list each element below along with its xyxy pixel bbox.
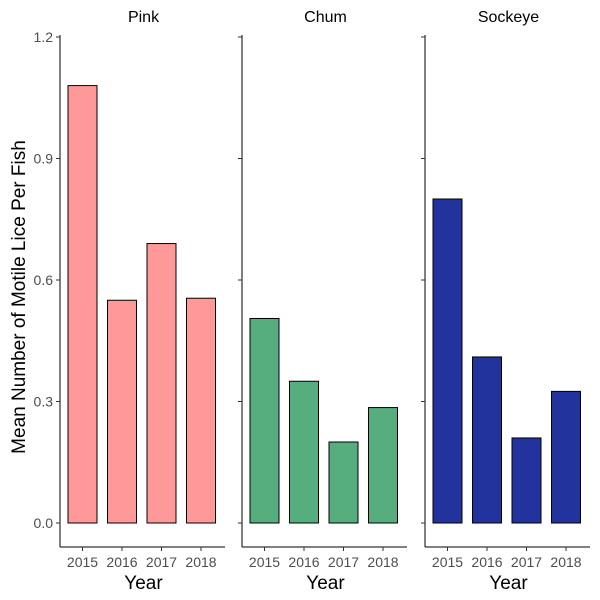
bar-sockeye-2018 <box>551 390 581 524</box>
bar-chum-2016 <box>289 380 319 524</box>
y-tick-label: 0.0 <box>34 515 54 531</box>
panel-title: Pink <box>128 9 160 26</box>
bar-chum-2015 <box>249 317 280 524</box>
y-tick-label: 0.6 <box>34 272 54 288</box>
x-tick-label: 2015 <box>67 554 98 570</box>
x-tick-label: 2015 <box>432 554 463 570</box>
panel-sockeye: Sockeye 2015 2016 2017 2018 Year <box>421 9 590 594</box>
x-tick-label: 2018 <box>367 554 398 570</box>
x-axis-title: Year <box>306 573 345 594</box>
bar-chum-2017 <box>328 441 359 524</box>
x-tick-label: 2018 <box>185 554 216 570</box>
x-tick-label: 2016 <box>288 554 319 570</box>
x-tick-label: 2016 <box>471 554 502 570</box>
bar-sockeye-2017 <box>511 437 542 524</box>
x-tick-label: 2017 <box>511 554 542 570</box>
bar-pink-2018 <box>186 297 216 524</box>
x-axis-title: Year <box>489 573 528 594</box>
bar-pink-2017 <box>146 243 177 524</box>
x-tick-label: 2016 <box>106 554 137 570</box>
x-axis-title: Year <box>124 573 163 594</box>
y-tick-label: 0.9 <box>34 151 54 167</box>
bar-sockeye-2016 <box>472 356 502 524</box>
bar-chum-2018 <box>368 407 398 524</box>
panel-chum: Chum 2015 2016 2017 2018 Year <box>238 9 407 594</box>
panel-pink: Pink 0.0 0.3 0.6 0.9 1.2 2015 2016 2017 2018 Year <box>34 9 225 594</box>
y-tick-label: 0.3 <box>34 394 54 410</box>
x-tick-label: 2018 <box>550 554 581 570</box>
panel-title: Sockeye <box>478 9 539 26</box>
bar-pink-2015 <box>67 85 98 524</box>
y-axis-title: Mean Number of Motile Lice Per Fish <box>9 140 30 454</box>
bar-pink-2016 <box>107 299 137 524</box>
x-tick-label: 2017 <box>328 554 359 570</box>
y-tick-label: 1.2 <box>34 29 54 45</box>
x-tick-label: 2015 <box>249 554 280 570</box>
panel-title: Chum <box>304 9 347 26</box>
x-tick-label: 2017 <box>146 554 177 570</box>
bar-sockeye-2015 <box>432 198 463 524</box>
